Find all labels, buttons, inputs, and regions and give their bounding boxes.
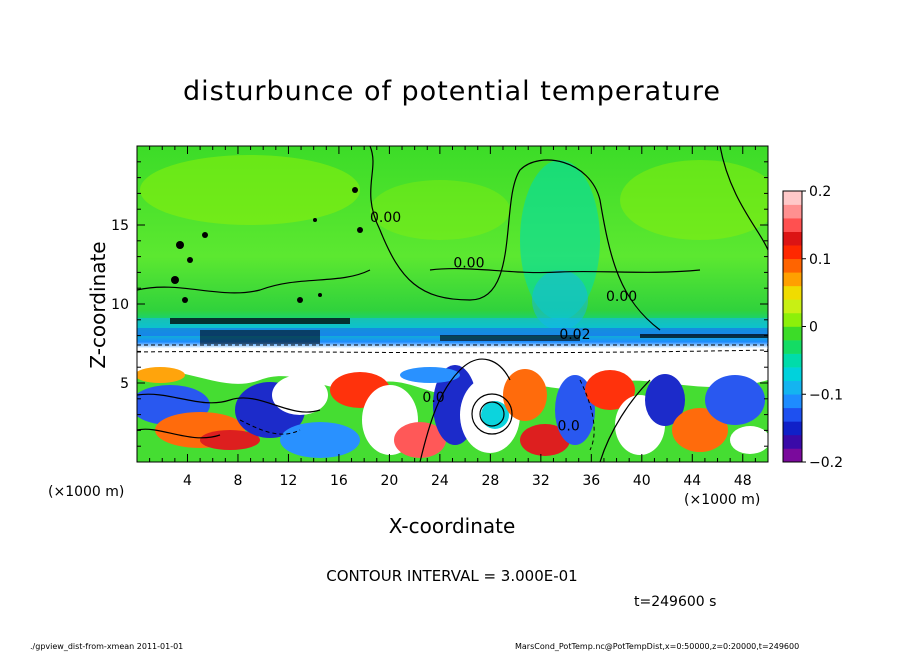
x-tick-label: 48	[734, 473, 752, 489]
colorbar-swatch	[783, 231, 802, 246]
colorbar-swatch	[783, 191, 802, 205]
colorbar-swatch	[783, 272, 802, 287]
colorbar-swatch	[783, 312, 802, 327]
contour-label: 0.02	[559, 327, 590, 343]
contour-label: 0.0	[422, 390, 444, 406]
contour-label: 0.00	[370, 210, 401, 226]
colorbar-swatch	[783, 394, 802, 409]
heatmap-field	[137, 146, 768, 462]
colorbar-tick-label: −0.2	[809, 455, 843, 471]
contour-label: 0.0	[557, 418, 579, 434]
colorbar-swatch	[783, 353, 802, 368]
x-tick-label: 4	[183, 473, 192, 489]
x-tick-label: 28	[481, 473, 499, 489]
colorbar-swatch	[783, 299, 802, 314]
x-unit-label-left: (×1000 m)	[48, 484, 125, 500]
y-axis-label: Z-coordinate	[86, 241, 110, 369]
x-axis-label: X-coordinate	[388, 514, 516, 538]
colorbar-swatch	[783, 258, 802, 273]
colorbar-tick-label: −0.1	[809, 387, 843, 403]
x-tick-label: 20	[380, 473, 398, 489]
colorbar-swatch	[783, 285, 802, 300]
colorbar-swatch	[783, 340, 802, 354]
colorbar-swatch	[783, 204, 802, 219]
x-tick-label: 8	[233, 473, 242, 489]
y-tick-label: 10	[111, 297, 129, 313]
y-tick-label: 15	[111, 218, 129, 234]
colorbar-tick-label: 0.1	[809, 252, 831, 268]
x-tick-label: 44	[683, 473, 701, 489]
contour-label: 0.00	[453, 256, 484, 272]
colorbar-swatch	[783, 326, 802, 341]
y-tick-label: 5	[120, 376, 129, 392]
x-unit-label-right: (×1000 m)	[684, 492, 761, 508]
colorbar-swatch	[783, 218, 802, 232]
colorbar-swatch	[783, 421, 802, 436]
contour-interval-text: CONTOUR INTERVAL = 3.000E-01	[326, 567, 578, 585]
footer-right: MarsCond_PotTemp.nc@PotTempDist,x=0:5000…	[515, 642, 800, 651]
x-tick-label: 12	[280, 473, 298, 489]
x-tick-label: 24	[431, 473, 449, 489]
chart-title: disturbunce of potential temperature	[183, 76, 721, 107]
colorbar	[782, 190, 803, 463]
footer-left: ./gpview_dist-from-xmean 2011-01-01	[30, 642, 184, 651]
colorbar-swatch	[783, 245, 802, 260]
x-tick-label: 36	[582, 473, 600, 489]
time-label: t=249600 s	[634, 594, 717, 610]
contour-label: 0.00	[606, 289, 637, 305]
colorbar-swatch	[783, 448, 802, 463]
colorbar-swatch	[783, 367, 802, 381]
colorbar-swatch	[783, 407, 802, 422]
x-tick-label: 40	[633, 473, 651, 489]
colorbar-swatch	[783, 434, 802, 449]
colorbar-tick-label: 0	[809, 320, 818, 336]
x-tick-label: 32	[532, 473, 550, 489]
colorbar-tick-label: 0.2	[809, 184, 831, 200]
x-tick-label: 16	[330, 473, 348, 489]
colorbar-swatch	[783, 380, 802, 395]
